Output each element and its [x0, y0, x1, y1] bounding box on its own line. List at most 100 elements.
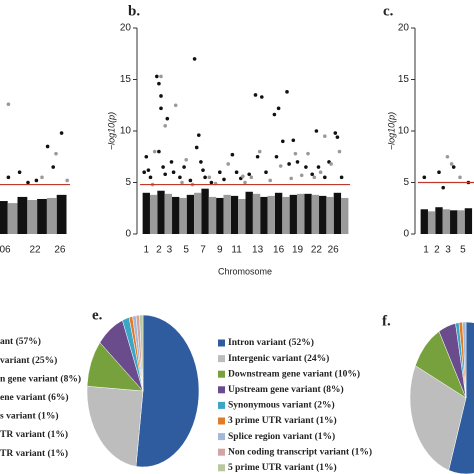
snp-band [435, 207, 443, 234]
snp-point [54, 151, 58, 156]
snp-point [17, 170, 22, 174]
snp-point [316, 165, 321, 169]
snp-point [253, 93, 258, 97]
legend-label: 3 prime UTR variant (1%) [228, 415, 337, 426]
x-tick-label: 11 [231, 245, 242, 256]
snp-point [201, 168, 205, 172]
legend-label: Splice region variant (1%) [228, 431, 335, 442]
pie-slice [409, 365, 467, 471]
snp-point [51, 165, 55, 169]
legend-swatch [218, 401, 225, 409]
pie-slice [86, 385, 144, 467]
snp-point [192, 57, 197, 61]
legend-label: ant (57%) [0, 336, 41, 347]
snp-point [257, 149, 262, 154]
snp-point [144, 154, 149, 159]
legend-label: Intron variant (52%) [228, 337, 314, 348]
snp-point [59, 131, 64, 135]
legend-swatch [218, 339, 225, 347]
snp-point [445, 154, 450, 159]
x-tick-label: 5 [460, 245, 466, 256]
legend-swatch [218, 417, 225, 425]
snp-point [148, 175, 153, 180]
snp-band [179, 197, 187, 234]
snp-band [274, 192, 283, 234]
snp-point [287, 162, 291, 166]
snp-point [157, 149, 161, 154]
snp-point [293, 151, 298, 156]
snp-point [335, 135, 340, 139]
snp-point [339, 175, 344, 180]
x-tick-label: 06 [0, 245, 11, 256]
snp-band [0, 201, 8, 234]
snp-point [65, 178, 69, 183]
x-tick-label: 3 [167, 245, 173, 256]
legend-label: Non coding transcript variant (1%) [228, 446, 372, 457]
snp-point [152, 149, 157, 154]
snp-point [314, 129, 319, 133]
snp-band [326, 196, 334, 234]
legend-label: n gene variant (8%) [0, 373, 81, 384]
snp-band [319, 195, 327, 234]
snp-point [230, 152, 235, 157]
snp-point [159, 106, 163, 111]
x-tick-label: 26 [54, 245, 66, 256]
snp-band [7, 203, 18, 234]
legend-swatch [218, 433, 225, 441]
y-tick-label: 15 [398, 74, 410, 85]
legend-label: ene variant (6%) [0, 392, 69, 403]
legend-label: s variant (1%) [0, 411, 59, 422]
snp-band [420, 209, 428, 234]
snp-band [230, 195, 239, 234]
snp-band [442, 209, 451, 234]
snp-point [276, 106, 281, 111]
snp-point [159, 94, 163, 98]
snp-point [163, 124, 167, 128]
snp-band [282, 196, 290, 234]
snp-point [182, 165, 186, 169]
x-tick-label: 26 [328, 245, 340, 256]
x-tick-label: 1 [144, 245, 150, 256]
y-tick-label: 10 [398, 126, 410, 137]
snp-point [333, 131, 338, 135]
snp-point [451, 165, 456, 169]
snp-point [323, 175, 327, 180]
snp-band [216, 197, 224, 234]
snp-point [207, 175, 212, 180]
legend-swatch [218, 448, 225, 456]
snp-point [169, 160, 174, 164]
snp-band [238, 198, 246, 234]
snp-point [312, 175, 317, 180]
snp-point [165, 116, 170, 121]
x-tick-label: 9 [217, 245, 223, 256]
legend-swatch [218, 464, 225, 472]
snp-point [329, 162, 333, 166]
snp-band [245, 191, 253, 234]
snp-point [155, 74, 159, 79]
x-tick-label: 22 [29, 245, 41, 256]
snp-band [37, 198, 47, 234]
y-tick-label: 20 [120, 23, 132, 34]
snp-point [194, 145, 199, 150]
snp-point [304, 165, 308, 169]
snp-point [197, 133, 201, 137]
pie-slice [135, 314, 200, 468]
legend-label: variant (25%) [0, 355, 57, 366]
snp-band [304, 193, 312, 234]
snp-point [171, 170, 176, 174]
y-tick-label: 20 [398, 23, 410, 34]
snp-band [149, 194, 158, 234]
snp-point [285, 90, 289, 94]
snp-point [199, 160, 203, 164]
snp-point [159, 74, 163, 79]
snp-point [441, 185, 446, 190]
snp-band [427, 211, 436, 234]
y-tick-label: 15 [120, 74, 132, 85]
snp-point [26, 180, 30, 185]
y-tick-label: 0 [403, 229, 409, 240]
legend-label: Intergenic variant (24%) [228, 353, 329, 364]
snp-point [318, 170, 323, 174]
snp-point [226, 162, 230, 166]
snp-band [142, 192, 150, 234]
